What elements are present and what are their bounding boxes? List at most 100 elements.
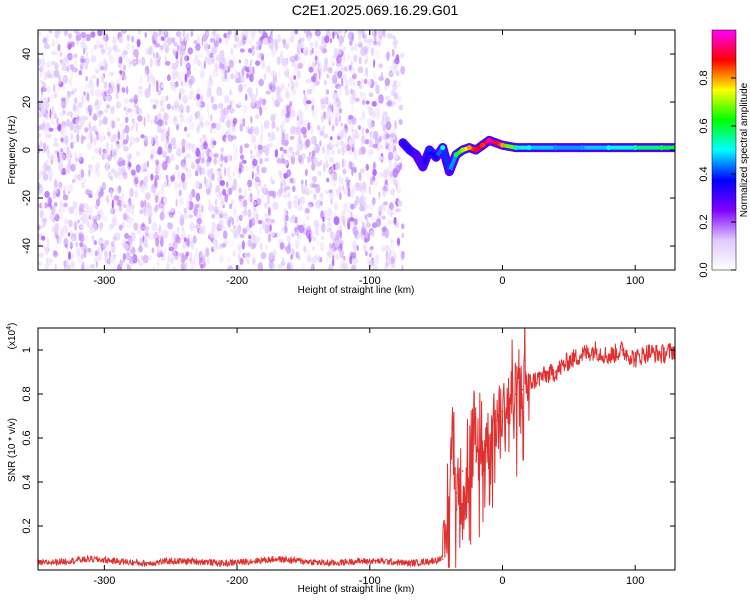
noise-speckle [144, 32, 148, 38]
noise-speckle [134, 176, 139, 185]
noise-speckle [160, 99, 163, 107]
noise-speckle [329, 38, 333, 44]
noise-speckle [401, 233, 404, 238]
noise-speckle [214, 228, 220, 238]
noise-speckle [289, 35, 295, 44]
snr-data-point [541, 375, 544, 378]
noise-speckle [323, 150, 328, 155]
noise-speckle [138, 107, 143, 116]
noise-speckle [363, 33, 367, 43]
noise-speckle [368, 185, 371, 195]
noise-speckle [84, 264, 90, 270]
noise-speckle [344, 89, 350, 96]
noise-speckle [259, 97, 263, 103]
noise-speckle [196, 163, 200, 172]
noise-speckle [307, 122, 311, 131]
noise-speckle [164, 120, 168, 126]
noise-speckle [60, 124, 65, 135]
noise-speckle [341, 158, 344, 169]
noise-speckle [376, 111, 381, 120]
noise-speckle [198, 116, 204, 121]
noise-speckle [116, 83, 120, 94]
noise-speckle [237, 101, 243, 106]
noise-speckle [267, 64, 271, 74]
noise-speckle [64, 243, 68, 248]
noise-speckle [297, 204, 303, 212]
noise-speckle [360, 135, 366, 145]
noise-speckle [200, 263, 204, 269]
noise-speckle [245, 83, 248, 89]
noise-speckle [348, 114, 354, 120]
noise-speckle [110, 136, 115, 143]
noise-speckle [368, 138, 374, 148]
noise-speckle [103, 58, 107, 68]
noise-speckle [378, 171, 382, 179]
noise-speckle [128, 197, 132, 207]
noise-speckle [336, 140, 342, 145]
noise-speckle [263, 106, 268, 112]
noise-speckle [328, 189, 333, 194]
noise-speckle [108, 85, 113, 95]
noise-speckle [99, 222, 103, 232]
noise-speckle [126, 34, 130, 41]
noise-speckle [250, 45, 256, 50]
noise-speckle [330, 166, 335, 176]
noise-speckle [368, 106, 374, 116]
noise-speckle [112, 44, 118, 52]
noise-speckle [278, 70, 281, 79]
noise-speckle [198, 151, 202, 161]
noise-speckle [280, 50, 283, 60]
noise-speckle [272, 201, 279, 210]
noise-speckle [81, 94, 84, 104]
noise-speckle [373, 59, 375, 68]
noise-speckle [96, 214, 101, 221]
noise-speckle [182, 94, 188, 104]
noise-speckle [111, 120, 116, 129]
noise-speckle [252, 158, 258, 167]
noise-speckle [307, 35, 312, 42]
noise-speckle [77, 232, 83, 237]
noise-speckle [330, 197, 333, 205]
noise-speckle [121, 192, 125, 200]
noise-speckle [361, 181, 368, 191]
noise-speckle [217, 157, 220, 165]
noise-speckle [260, 123, 263, 129]
noise-speckle [60, 137, 64, 143]
signal-trace-segment [420, 148, 432, 169]
noise-speckle [116, 55, 120, 63]
noise-speckle [322, 216, 325, 223]
noise-speckle [270, 30, 273, 35]
noise-speckle [95, 261, 98, 268]
noise-speckle [379, 135, 382, 142]
noise-speckle [264, 157, 270, 162]
noise-speckle [61, 98, 67, 109]
noise-speckle [129, 142, 132, 148]
noise-speckle [54, 263, 57, 270]
noise-speckle [358, 147, 362, 156]
noise-speckle [179, 218, 185, 227]
noise-speckle [271, 121, 276, 129]
noise-speckle [127, 217, 134, 224]
noise-speckle [320, 235, 324, 240]
snr-y-tick-label: 0.8 [21, 386, 33, 401]
noise-speckle [341, 129, 344, 139]
noise-speckle [150, 148, 156, 155]
noise-speckle [77, 219, 80, 224]
noise-speckle [218, 213, 224, 219]
noise-speckle [213, 40, 219, 48]
noise-speckle [277, 33, 282, 43]
spectrogram-y-tick-label: -20 [21, 190, 33, 206]
noise-speckle [354, 97, 360, 103]
noise-speckle [315, 222, 319, 230]
noise-speckle [181, 40, 185, 46]
noise-speckle [251, 201, 257, 206]
noise-speckle [293, 126, 299, 133]
noise-speckle [94, 130, 98, 136]
noise-speckle [49, 108, 52, 119]
noise-speckle [193, 252, 199, 260]
noise-speckle [344, 123, 348, 131]
noise-speckle [97, 247, 100, 256]
noise-speckle [199, 250, 204, 259]
noise-speckle [61, 65, 68, 72]
snr-data-point [488, 437, 491, 439]
